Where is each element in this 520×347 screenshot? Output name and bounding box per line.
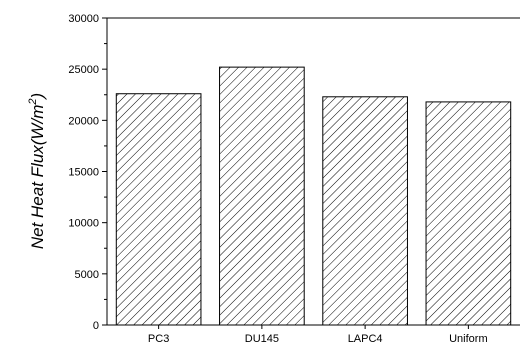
y-tick-label: 0 xyxy=(93,320,99,332)
x-axis-ticks: PC3 DU145 LAPC4 Uniform xyxy=(148,325,488,345)
bar-lapc4 xyxy=(322,96,408,326)
y-tick-label: 15000 xyxy=(68,167,99,179)
bar-du145 xyxy=(219,66,305,326)
y-tick-label: 25000 xyxy=(68,64,99,76)
bars xyxy=(115,66,512,326)
x-tick-label: LAPC4 xyxy=(348,333,383,345)
y-axis-title-superscript: 2 xyxy=(27,99,39,106)
y-tick-label: 30000 xyxy=(68,13,99,25)
y-axis-title-main: Net Heat Flux(W/m xyxy=(28,105,47,250)
y-axis-title-close: ) xyxy=(28,93,47,101)
y-axis-title: Net Heat Flux(W/m2) xyxy=(27,93,47,249)
x-tick-label: Uniform xyxy=(449,333,488,345)
bar-pc3 xyxy=(115,93,202,326)
x-tick-label: PC3 xyxy=(148,333,169,345)
x-tick-label: DU145 xyxy=(245,333,279,345)
bar-uniform xyxy=(425,101,512,326)
y-axis-ticks: 0 5000 10000 15000 20000 25000 30000 xyxy=(68,13,107,332)
y-tick-label: 10000 xyxy=(68,218,99,230)
y-tick-label: 5000 xyxy=(75,269,99,281)
y-tick-label: 20000 xyxy=(68,115,99,127)
